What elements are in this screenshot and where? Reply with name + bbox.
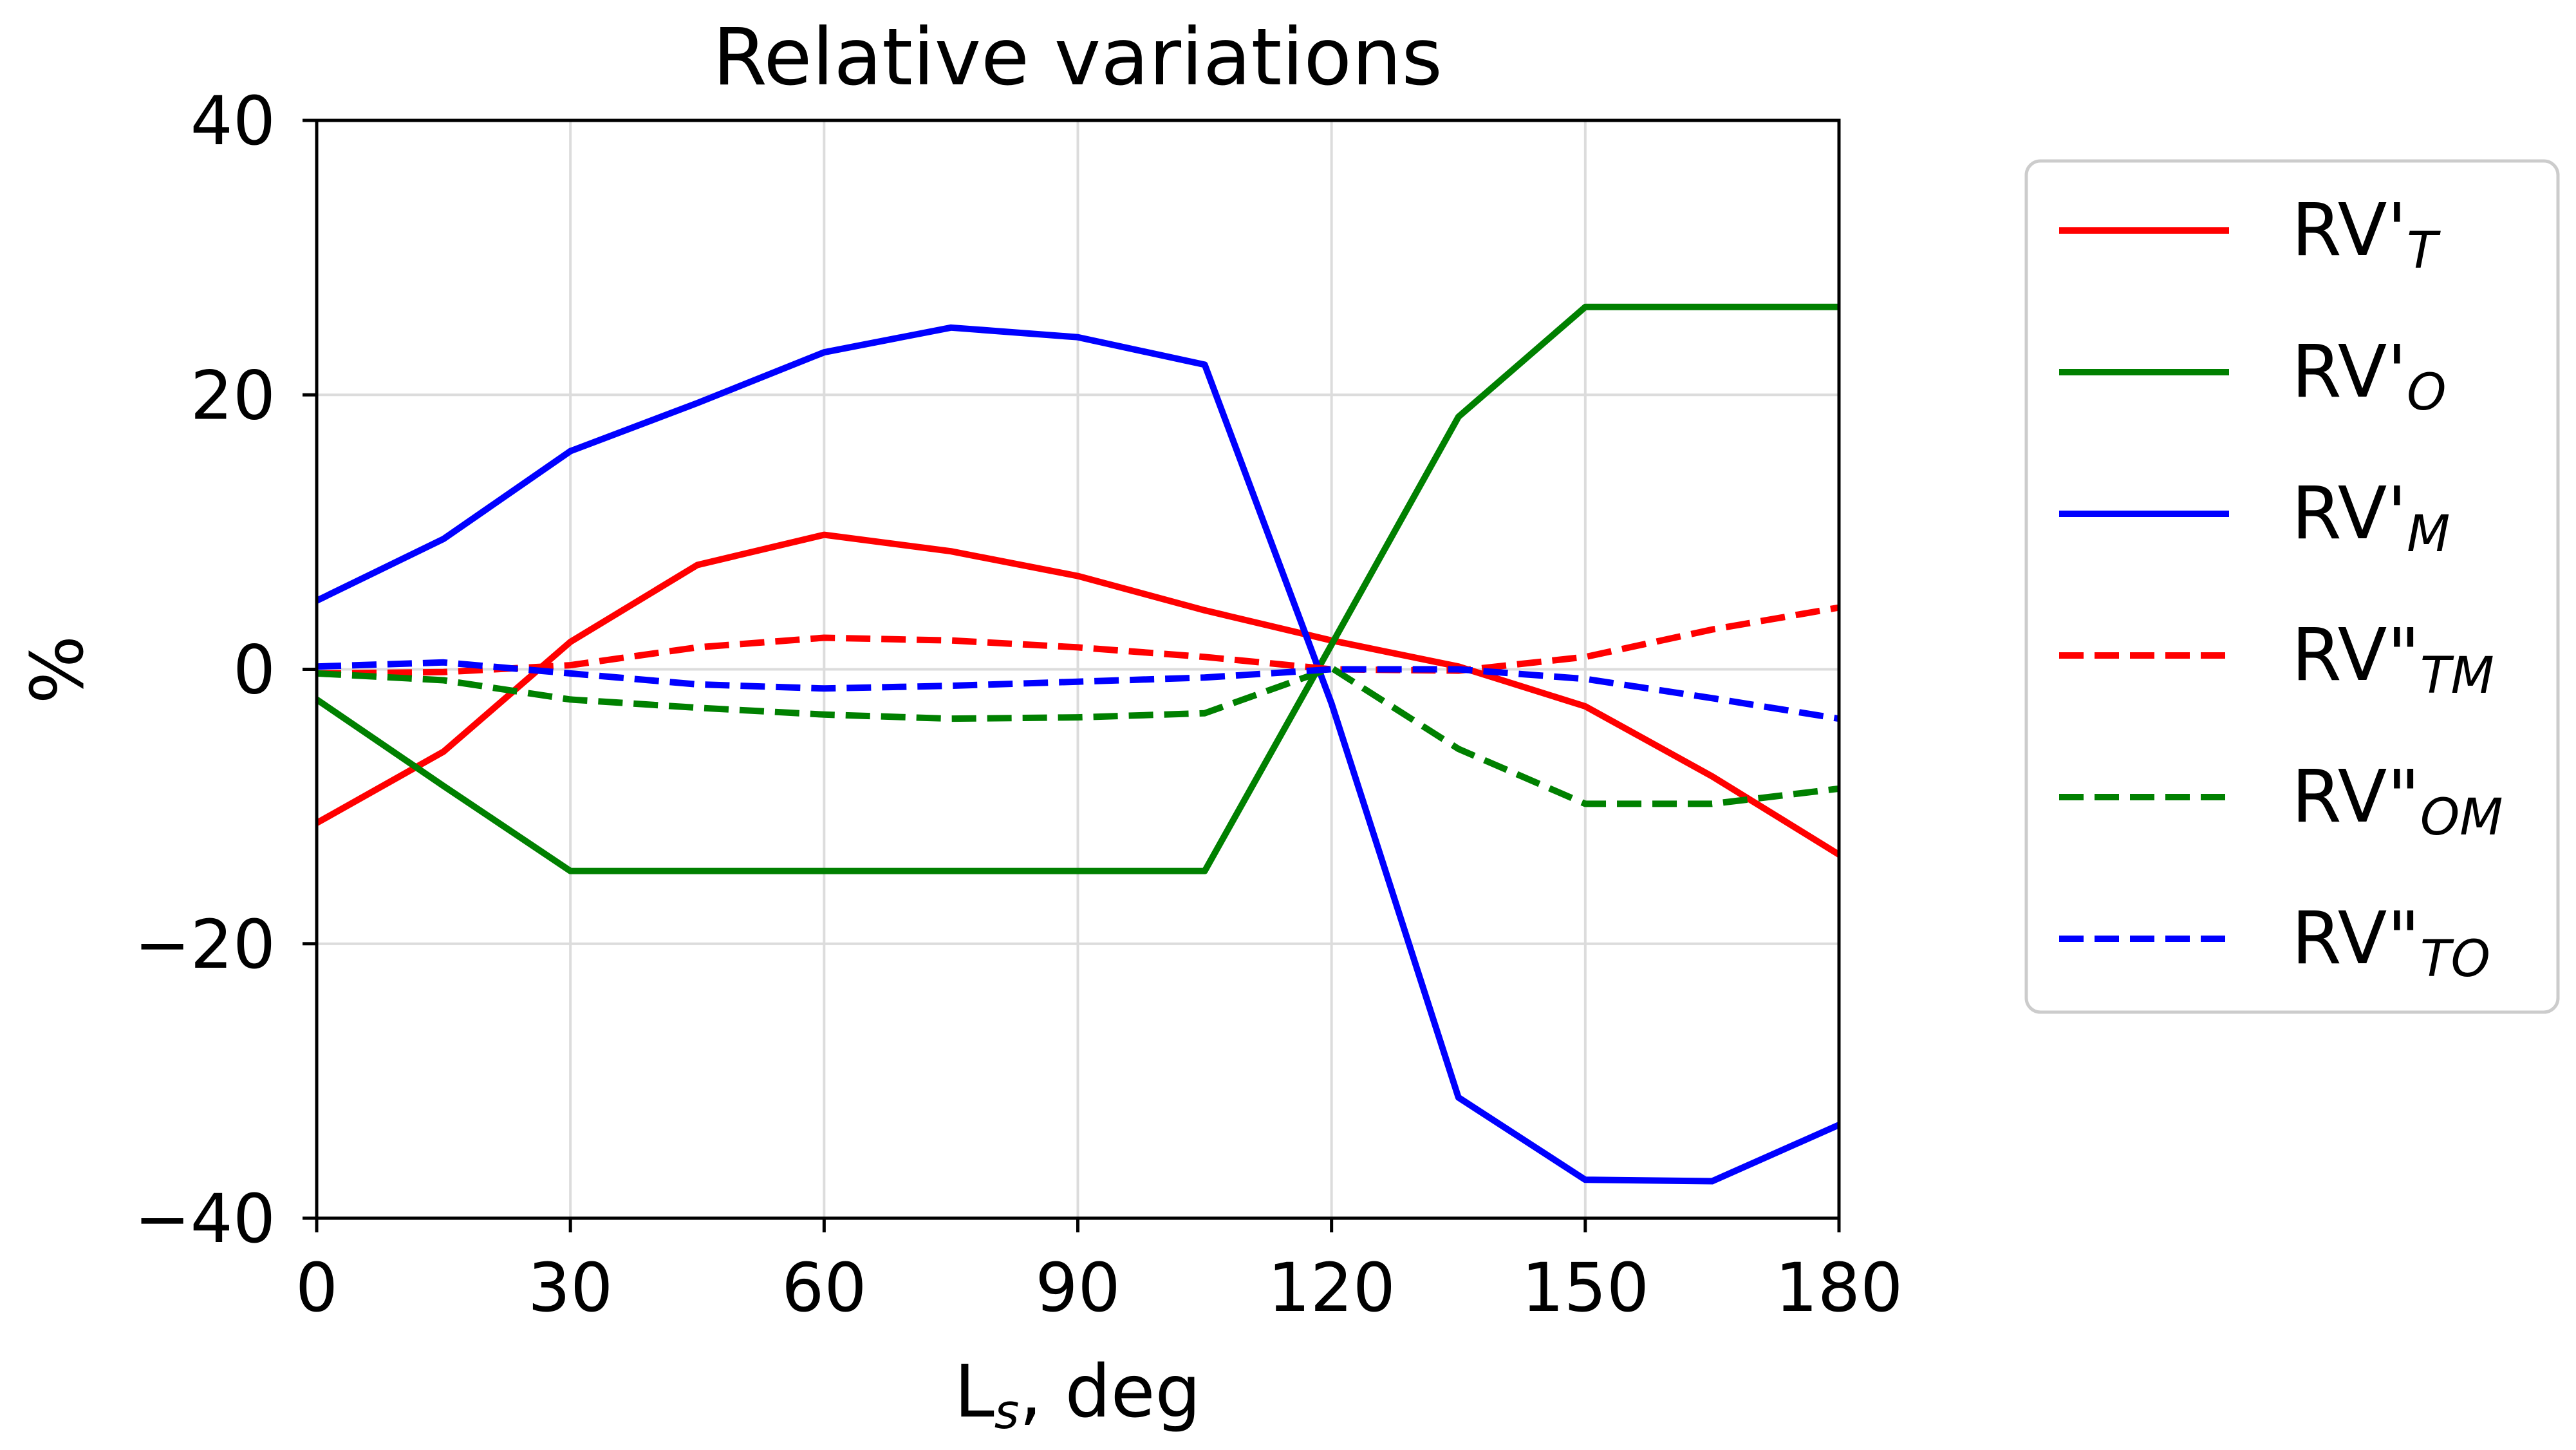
x-tick-label: 120 [1267,1248,1395,1327]
y-tick-label: 40 [191,82,275,160]
x-tick-label: 0 [295,1248,338,1327]
x-tick-label: 90 [1035,1248,1120,1327]
x-tick-label: 180 [1775,1248,1903,1327]
y-axis-label: % [16,636,100,704]
legend-items: RV'T RV'O RV'M RV"TM RV"OM RV"TO [2059,189,2503,988]
series-line-solid-m [315,324,1841,1185]
series-line-dashed-tm [316,604,1840,677]
legend-label-m: RV'M [2291,472,2450,563]
x-tick-label: 30 [528,1248,613,1327]
series-line-solid-t [315,531,1841,858]
legend-label-om: RV"OM [2291,755,2503,847]
legend-label-o: RV'O [2291,330,2447,422]
y-tick-label: −40 [135,1180,275,1258]
legend-label-to: RV"TO [2291,897,2490,988]
y-tick-label: −20 [135,905,275,984]
series-line-dashed-to [316,659,1840,722]
series-line-dashed-om [316,664,1840,807]
legend-label-tm: RV"TM [2291,614,2494,705]
legend: RV'T RV'O RV'M RV"TM RV"OM RV"TO [2024,159,2560,1014]
legend-box [2024,159,2560,1014]
y-tick-label: 0 [233,631,275,710]
y-tick-label: 20 [191,356,275,435]
legend-label-t: RV'T [2291,189,2441,280]
series-line-solid-o [315,303,1839,874]
x-axis-label: Ls, deg [954,1350,1200,1440]
x-tick-label: 150 [1522,1248,1650,1327]
axis-ticks: 0 30 60 90 120 150 180 −40 −20 0 20 40 [135,82,1903,1327]
x-tick-label: 60 [781,1248,866,1327]
chart-title: Relative variations [713,12,1442,103]
series-lines [315,303,1841,1185]
